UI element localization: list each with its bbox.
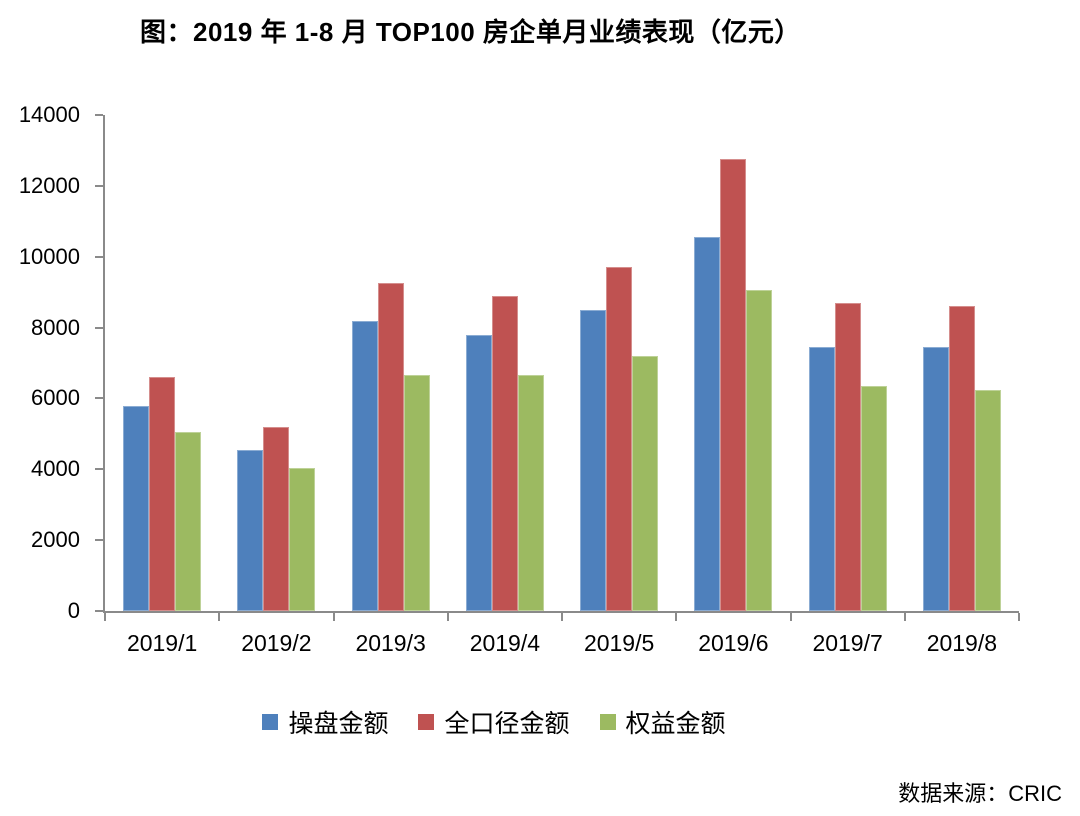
legend-label: 全口径金额 <box>444 710 570 738</box>
x-axis-tick <box>789 613 792 621</box>
y-axis-tick <box>95 539 103 542</box>
bar <box>632 355 659 611</box>
x-axis-tick <box>903 613 906 621</box>
y-tick-label: 14000 <box>18 102 80 127</box>
x-axis-tick <box>332 613 335 621</box>
bar-group <box>676 115 790 611</box>
legend-swatch-icon <box>418 714 435 730</box>
bar <box>377 283 404 611</box>
bar <box>149 377 176 611</box>
bar-group <box>219 115 333 611</box>
bar <box>403 375 430 611</box>
legend: 操盘金额 全口径金额 权益金额 <box>0 704 1034 740</box>
bars-container <box>105 115 1019 611</box>
x-axis-tick <box>561 613 563 621</box>
bar-group <box>448 115 562 611</box>
bar <box>289 467 316 611</box>
bar <box>580 309 607 611</box>
bar <box>922 347 949 611</box>
bar <box>694 237 721 611</box>
bar <box>808 347 835 611</box>
y-axis-tick <box>95 610 103 612</box>
bar <box>351 320 378 611</box>
x-tick-label: 2019/8 <box>926 630 998 656</box>
y-axis-tick <box>95 468 103 471</box>
y-axis-tick <box>95 397 103 400</box>
legend-swatch-icon <box>262 714 279 730</box>
bar-group <box>334 115 448 611</box>
x-tick-label: 2019/3 <box>355 630 426 656</box>
bar <box>263 426 290 611</box>
y-tick-label: 0 <box>67 598 80 623</box>
y-axis-tick <box>95 114 103 116</box>
y-tick-label: 2000 <box>31 527 80 553</box>
y-tick-label: 4000 <box>31 456 80 482</box>
y-axis-tick <box>95 255 103 258</box>
legend-item: 操盘金额 <box>262 704 388 740</box>
bar <box>606 267 633 611</box>
bar-group <box>105 115 219 611</box>
x-tick-label: 2019/6 <box>698 630 769 656</box>
bar <box>237 449 264 611</box>
legend-label: 权益金额 <box>625 710 726 738</box>
x-tick-label: 2019/7 <box>812 630 883 656</box>
bar <box>123 405 150 611</box>
legend-item: 权益金额 <box>599 704 726 740</box>
bar <box>517 375 544 611</box>
legend-item: 全口径金额 <box>418 704 570 740</box>
legend-swatch-icon <box>599 714 616 730</box>
x-axis-tick <box>446 613 449 621</box>
bar-group <box>905 115 1019 611</box>
y-tick-label: 6000 <box>31 385 80 411</box>
x-tick-label: 2019/5 <box>583 630 655 656</box>
y-tick-label: 8000 <box>31 314 80 340</box>
bar <box>491 295 518 611</box>
x-axis-tick <box>104 613 106 621</box>
x-axis-tick <box>675 613 678 621</box>
chart-title: 图：2019 年 1-8 月 TOP100 房企单月业绩表现（亿元） <box>140 17 801 47</box>
x-tick-label: 2019/4 <box>469 630 541 656</box>
bar-group <box>562 115 676 611</box>
bar-group <box>791 115 905 611</box>
bar <box>720 159 747 611</box>
bar <box>175 432 202 611</box>
source-note: 数据来源：CRIC <box>898 781 1062 806</box>
y-axis-tick <box>95 326 103 329</box>
plot-area: 2019/1 2019/2 2019/3 2019/4 2019/5 2019/6 2019… <box>19 102 1020 656</box>
bar <box>746 290 773 611</box>
x-tick-label: 2019/2 <box>241 630 312 656</box>
bar <box>948 306 975 611</box>
bar <box>465 334 492 611</box>
y-tick-label: 12000 <box>18 172 80 198</box>
y-tick-label: 10000 <box>18 243 80 269</box>
bar <box>834 302 861 611</box>
bar <box>974 389 1001 611</box>
legend-label: 操盘金额 <box>288 710 389 738</box>
y-axis-tick <box>95 184 103 187</box>
x-tick-label: 2019/1 <box>126 630 198 656</box>
x-axis-tick <box>1018 613 1020 621</box>
x-axis-tick <box>218 613 221 621</box>
x-axis-labels: 2019/1 2019/2 2019/3 2019/4 2019/5 2019/6 2019… <box>105 630 1019 657</box>
bar <box>860 386 887 611</box>
